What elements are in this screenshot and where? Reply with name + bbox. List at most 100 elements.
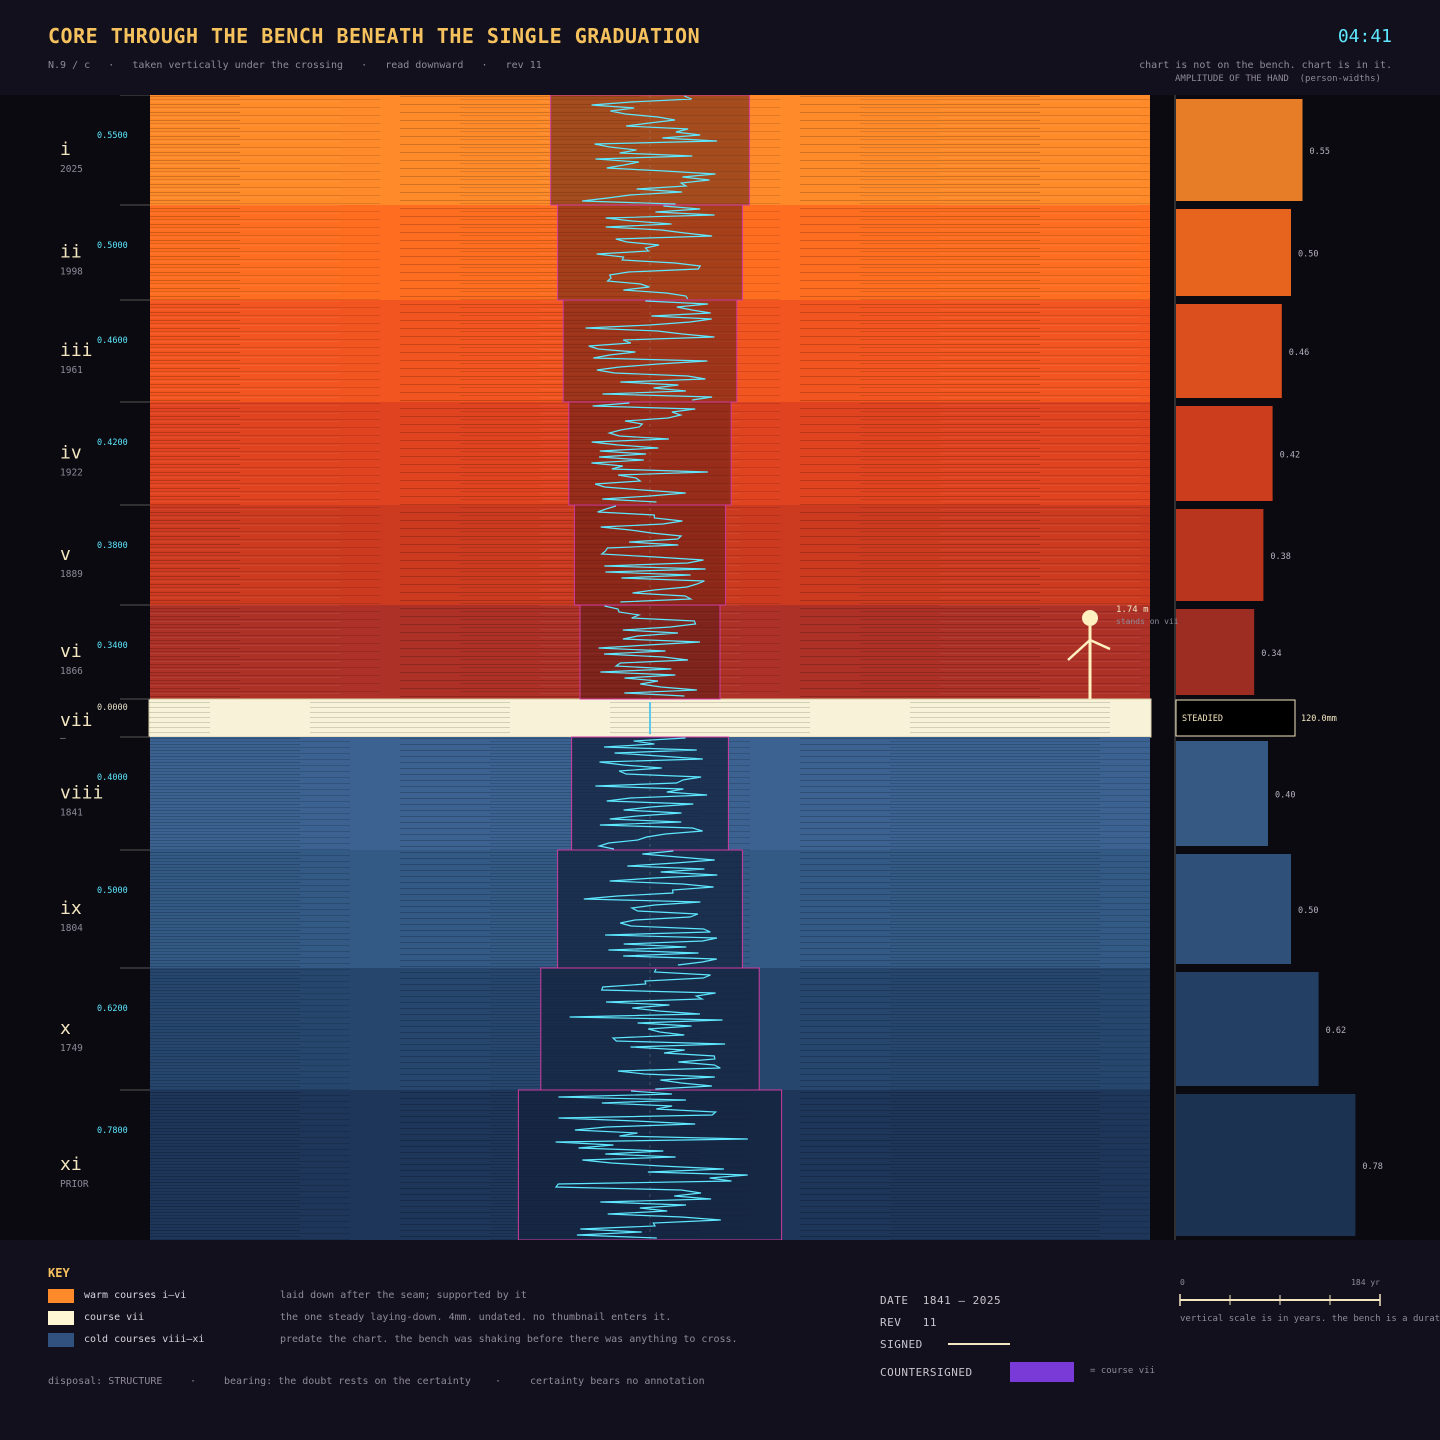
meta-sheet: N.9 / c <box>48 60 91 71</box>
course-year-v: 1889 <box>60 569 83 580</box>
meta-date: DATE 1841 – 2025 <box>880 1294 1002 1307</box>
key-desc-warm: laid down after the seam; supported by i… <box>280 1290 527 1301</box>
course-id-x: x <box>60 1018 71 1039</box>
course-value-vi: 0.3400 <box>97 641 128 651</box>
course-id-viii: viii <box>60 783 103 804</box>
amplitude-label-vi: 0.34 <box>1261 649 1281 659</box>
course-year-iii: 1961 <box>60 365 83 376</box>
scale-note: vertical scale is in years. the bench is… <box>1180 1314 1440 1324</box>
course-year-iv: 1922 <box>60 468 83 479</box>
meta-countersigned: COUNTERSIGNED <box>880 1366 973 1379</box>
course-value-i: 0.5500 <box>97 131 128 141</box>
hand-trace-viii <box>595 737 708 850</box>
amplitude-label-ii: 0.50 <box>1298 250 1318 260</box>
figure-stand-label: stands on vii <box>1116 617 1179 626</box>
hand-trace-vi <box>598 605 701 697</box>
steadied-value: 120.0mm <box>1301 714 1337 724</box>
key-desc-cold: predate the chart. the bench was shaking… <box>280 1334 738 1345</box>
course-value-v: 0.3800 <box>97 541 128 551</box>
steadied-box <box>1175 699 1296 737</box>
course-id-xi: xi <box>60 1154 82 1175</box>
hand-trace-v <box>597 505 706 603</box>
scale-start: 0 <box>1180 1278 1185 1287</box>
key-swatch-steady <box>48 1311 74 1325</box>
hand-trace-ii <box>596 205 715 300</box>
course-id-vi: vi <box>60 641 82 662</box>
countersigned-swatch <box>1010 1362 1074 1382</box>
amplitude-bar-viii <box>1176 741 1268 846</box>
amplitude-bar-i <box>1176 99 1303 201</box>
hand-trace-xi <box>554 1090 748 1239</box>
amplitude-bar-iii <box>1176 304 1282 398</box>
meta-signed: SIGNED <box>880 1338 923 1351</box>
course-year-x: 1749 <box>60 1043 83 1054</box>
course-year-i: 2025 <box>60 164 83 175</box>
amplitude-bar-xi <box>1176 1094 1356 1236</box>
disposal-sep-1: · <box>190 1376 197 1387</box>
amplitude-label-v: 0.38 <box>1270 552 1290 562</box>
course-year-vi: 1866 <box>60 666 83 677</box>
course-value-x: 0.6200 <box>97 1004 128 1014</box>
course-value-viii: 0.4000 <box>97 773 128 783</box>
amplitude-bar-x <box>1176 972 1319 1086</box>
hand-trace-ix <box>583 850 718 966</box>
meta-rev: rev 11 <box>505 60 542 71</box>
scale-end: 184 yr <box>1351 1278 1380 1287</box>
signature-line <box>948 1343 1010 1345</box>
page-title: CORE THROUGH THE BENCH BENEATH THE SINGL… <box>48 24 701 48</box>
clock-readout: 04:41 <box>1337 26 1392 47</box>
steadied-label: STEADIED <box>1182 714 1223 724</box>
amplitude-label-viii: 0.40 <box>1275 791 1295 801</box>
year-scale-bar: 0 184 yr <box>1179 1278 1381 1306</box>
disposal-sep-2: · <box>495 1376 502 1387</box>
core-column-iii <box>562 299 738 403</box>
core-diagram: 0.5500 i 2025 0.5000 ii 1998 0.4600 iii 1961 0.42… <box>60 95 1383 1240</box>
countersigned-note: = course vii <box>1090 1366 1156 1376</box>
person-figure: 1.74 m stands on vii <box>1067 605 1179 699</box>
amplitude-label-ix: 0.50 <box>1298 906 1318 916</box>
hand-trace-x <box>569 968 726 1090</box>
chart-note: chart is not on the bench. chart is in i… <box>1139 60 1392 71</box>
amplitude-bar-ii <box>1176 209 1291 296</box>
course-value-ii: 0.5000 <box>97 241 128 251</box>
amplitude-label-iv: 0.42 <box>1280 451 1300 461</box>
meta-taken: taken vertically under the crossing <box>132 60 344 71</box>
key-desc-steady: the one steady laying-down. 4mm. undated… <box>280 1312 672 1323</box>
course-id-ii: ii <box>60 242 82 263</box>
course-value-vii: 0.0000 <box>97 703 128 713</box>
key-label-warm: warm courses i–vi <box>84 1290 187 1301</box>
key-swatch-warm <box>48 1289 74 1303</box>
hand-trace-i <box>582 95 718 205</box>
amplitude-label-i: 0.55 <box>1310 147 1330 157</box>
course-value-iii: 0.4600 <box>97 336 128 346</box>
amplitude-label-iii: 0.46 <box>1289 348 1309 358</box>
key-label-steady: course vii <box>84 1312 145 1323</box>
course-value-xi: 0.7800 <box>97 1126 128 1136</box>
amplitude-bar-iv <box>1176 406 1273 501</box>
course-value-ix: 0.5000 <box>97 886 128 896</box>
subtitle-meta: N.9 / c · taken vertically under the cro… <box>48 60 542 71</box>
course-id-iii: iii <box>60 340 93 361</box>
course-id-iv: iv <box>60 443 82 464</box>
course-year-ix: 1804 <box>60 923 83 934</box>
course-value-iv: 0.4200 <box>97 438 128 448</box>
amplitude-bar-ix <box>1176 854 1291 964</box>
course-year-viii: 1841 <box>60 808 83 819</box>
meta-rev-line: REV 11 <box>880 1316 937 1329</box>
disposal-bearing: bearing: the doubt rests on the certaint… <box>224 1376 471 1387</box>
disposal-structure: disposal: STRUCTURE <box>48 1376 163 1387</box>
hand-trace-iv <box>591 402 708 503</box>
course-year-vii: — <box>60 733 66 744</box>
footer: KEY warm courses i–vi laid down after th… <box>0 1240 1440 1440</box>
course-id-i: i <box>60 139 71 160</box>
course-year-xi: PRIOR <box>60 1179 89 1190</box>
course-id-v: v <box>60 544 71 565</box>
meta-read: read downward <box>385 60 464 71</box>
course-id-vii: vii <box>60 710 93 731</box>
amplitude-label-xi: 0.78 <box>1362 1162 1382 1172</box>
amplitude-bar-v <box>1176 509 1264 601</box>
disposal-certainty: certainty bears no annotation <box>530 1376 705 1387</box>
amplitude-title: AMPLITUDE OF THE HAND (person-widths) <box>1175 74 1381 84</box>
key-swatch-cold <box>48 1333 74 1347</box>
header: CORE THROUGH THE BENCH BENEATH THE SINGL… <box>0 0 1440 95</box>
